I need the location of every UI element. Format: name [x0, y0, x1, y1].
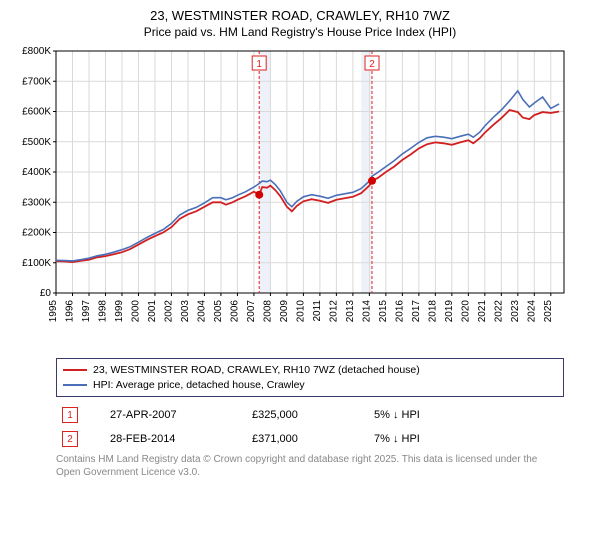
y-tick-label: £500K	[22, 137, 51, 148]
x-tick-label: 2000	[130, 300, 141, 323]
x-tick-label: 2011	[312, 300, 323, 322]
legend: 23, WESTMINSTER ROAD, CRAWLEY, RH10 7WZ …	[56, 358, 564, 397]
legend-swatch	[63, 369, 87, 371]
y-tick-label: £300K	[22, 197, 51, 208]
x-tick-label: 2017	[411, 300, 422, 323]
y-tick-label: £700K	[22, 76, 51, 87]
x-tick-label: 2013	[345, 300, 356, 323]
x-tick-label: 2018	[427, 300, 438, 323]
x-tick-label: 2025	[543, 300, 554, 323]
x-tick-label: 2009	[279, 300, 290, 323]
x-tick-label: 2005	[213, 300, 224, 323]
event-marker-label: 1	[256, 59, 262, 70]
x-tick-label: 2002	[163, 300, 174, 323]
transaction-index: 1	[62, 407, 78, 423]
x-tick-label: 2008	[262, 300, 273, 323]
legend-label: HPI: Average price, detached house, Craw…	[93, 378, 305, 393]
x-tick-label: 1996	[64, 300, 75, 323]
transaction-index-cell: 2	[56, 427, 104, 451]
transaction-price: £371,000	[246, 427, 368, 451]
transaction-date: 28-FEB-2014	[104, 427, 246, 451]
x-tick-label: 1995	[48, 300, 59, 323]
x-tick-label: 2021	[477, 300, 488, 323]
legend-swatch	[63, 384, 87, 386]
chart-subtitle: Price paid vs. HM Land Registry's House …	[12, 25, 588, 39]
transaction-delta: 7% ↓ HPI	[368, 427, 564, 451]
y-tick-label: £400K	[22, 167, 51, 178]
x-tick-label: 2014	[361, 300, 372, 323]
transaction-date: 27-APR-2007	[104, 403, 246, 427]
x-tick-label: 2022	[493, 300, 504, 323]
x-tick-label: 2012	[328, 300, 339, 323]
legend-item: 23, WESTMINSTER ROAD, CRAWLEY, RH10 7WZ …	[63, 363, 557, 378]
x-tick-label: 2001	[147, 300, 158, 323]
x-tick-label: 1997	[81, 300, 92, 323]
price-marker	[368, 177, 376, 185]
x-tick-label: 2010	[295, 300, 306, 323]
transaction-index: 2	[62, 431, 78, 447]
x-tick-label: 2016	[394, 300, 405, 323]
event-marker-label: 2	[369, 59, 375, 70]
x-tick-label: 2003	[180, 300, 191, 323]
x-tick-label: 1999	[114, 300, 125, 323]
chart-area: £0 £100K £200K £300K £400K £500K £600K £700K £80…	[12, 45, 588, 350]
x-tick-label: 2020	[460, 300, 471, 323]
x-tick-label: 2024	[526, 300, 537, 323]
legend-label: 23, WESTMINSTER ROAD, CRAWLEY, RH10 7WZ …	[93, 363, 420, 378]
x-tick-label: 2006	[229, 300, 240, 323]
transaction-row: 2 28-FEB-2014£371,0007% ↓ HPI	[56, 427, 564, 451]
y-tick-label: £0	[40, 288, 52, 299]
y-tick-label: £200K	[22, 228, 51, 239]
down-arrow-icon: ↓	[393, 433, 399, 445]
legend-item: HPI: Average price, detached house, Craw…	[63, 378, 557, 393]
transaction-price: £325,000	[246, 403, 368, 427]
x-tick-label: 2023	[510, 300, 521, 323]
y-tick-label: £800K	[22, 46, 51, 57]
x-tick-label: 2004	[196, 300, 207, 323]
footnote: Contains HM Land Registry data © Crown c…	[56, 453, 564, 479]
x-tick-label: 2015	[378, 300, 389, 323]
transaction-delta: 5% ↓ HPI	[368, 403, 564, 427]
down-arrow-icon: ↓	[393, 409, 399, 421]
x-tick-label: 2007	[246, 300, 257, 323]
y-tick-label: £600K	[22, 107, 51, 118]
price-marker	[255, 191, 263, 199]
transaction-index-cell: 1	[56, 403, 104, 427]
x-tick-label: 2019	[444, 300, 455, 323]
transaction-row: 1 27-APR-2007£325,0005% ↓ HPI	[56, 403, 564, 427]
x-tick-label: 1998	[97, 300, 108, 323]
y-tick-label: £100K	[22, 258, 51, 269]
chart-title: 23, WESTMINSTER ROAD, CRAWLEY, RH10 7WZ	[12, 8, 588, 23]
price-chart-svg: £0 £100K £200K £300K £400K £500K £600K £700K £80…	[12, 45, 588, 345]
transactions-table: 1 27-APR-2007£325,0005% ↓ HPI 2 28-FEB-2014…	[56, 403, 564, 451]
